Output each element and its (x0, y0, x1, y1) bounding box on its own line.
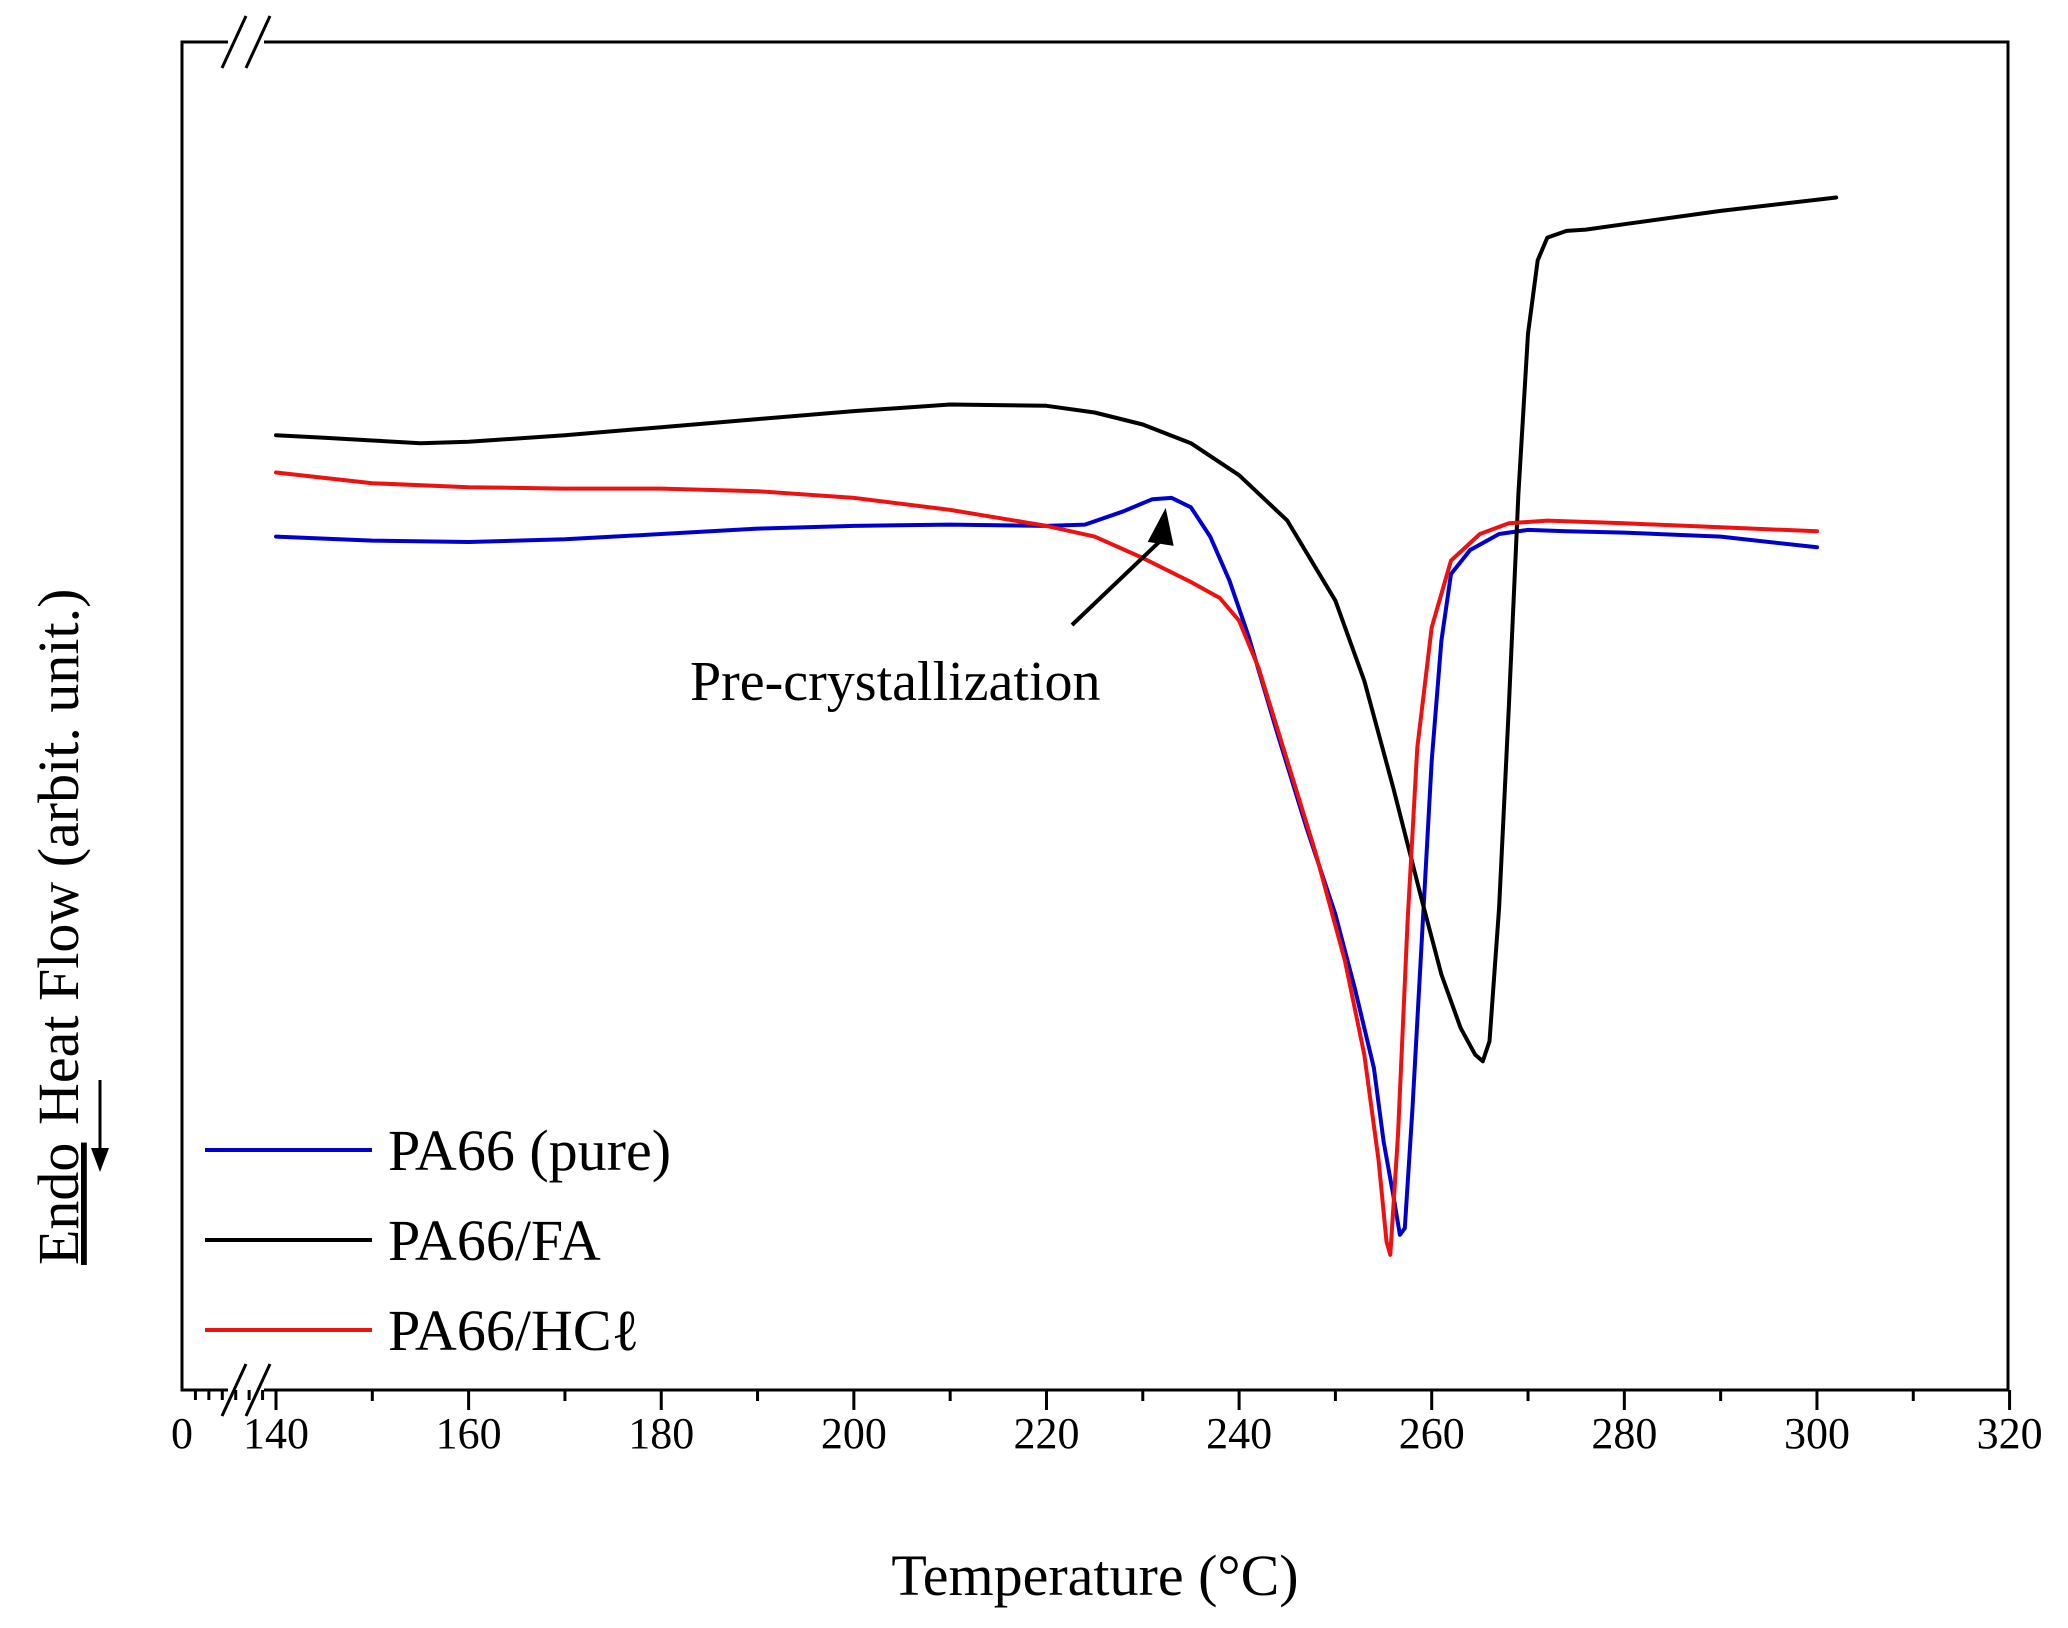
x-tick-label: 240 (1206, 1409, 1272, 1458)
series-line-pa66-fa (274, 195, 1839, 1064)
x-tick-label: 200 (821, 1409, 887, 1458)
y-axis-title: Endo Heat Flow (arbit. unit.) (26, 589, 91, 1265)
x-tick-label: 280 (1591, 1409, 1657, 1458)
x-axis-title: Temperature (°C) (891, 1543, 1298, 1608)
endo-down-arrow (91, 1080, 109, 1172)
x-tick-label: 300 (1784, 1409, 1850, 1458)
annotation-label: Pre-crystallization (690, 651, 1101, 713)
x-tick-label: 320 (1977, 1409, 2043, 1458)
annotation: Pre-crystallization (690, 507, 1174, 713)
plot-frame (180, 15, 2010, 1417)
annotation-arrow-head (1147, 507, 1174, 546)
legend-label: PA66 (pure) (388, 1118, 671, 1183)
x-tick-label: 140 (243, 1409, 309, 1458)
top-axis-break (220, 15, 272, 69)
y-axis-title-text: Heat Flow (arbit. unit.) (26, 589, 91, 1125)
x-tick-label: 220 (1013, 1409, 1079, 1458)
x-axis-ticks (193, 1390, 2012, 1410)
x-axis-tick-labels: 0 140 160 180 200 220 240 260 280 300 320 (171, 1409, 2043, 1458)
x-tick-label: 0 (171, 1409, 193, 1458)
x-tick-label: 180 (628, 1409, 694, 1458)
x-tick-label: 260 (1399, 1409, 1465, 1458)
legend: PA66 (pure) PA66/FA PA66/HCℓ (205, 1118, 671, 1363)
legend-label: PA66/HCℓ (388, 1298, 639, 1363)
legend-label: PA66/FA (388, 1208, 601, 1273)
y-axis-title-prefix: Endo (26, 1143, 91, 1265)
legend-item: PA66/FA (205, 1208, 601, 1273)
series-lines (274, 195, 1839, 1257)
legend-item: PA66/HCℓ (205, 1298, 639, 1363)
legend-item: PA66 (pure) (205, 1118, 671, 1183)
annotation-arrow-shaft (1070, 530, 1172, 627)
plot-border (180, 40, 2010, 1392)
series-line-pa66-hcl (274, 470, 1819, 1257)
x-tick-label: 160 (436, 1409, 502, 1458)
bottom-axis-break (220, 1363, 272, 1417)
